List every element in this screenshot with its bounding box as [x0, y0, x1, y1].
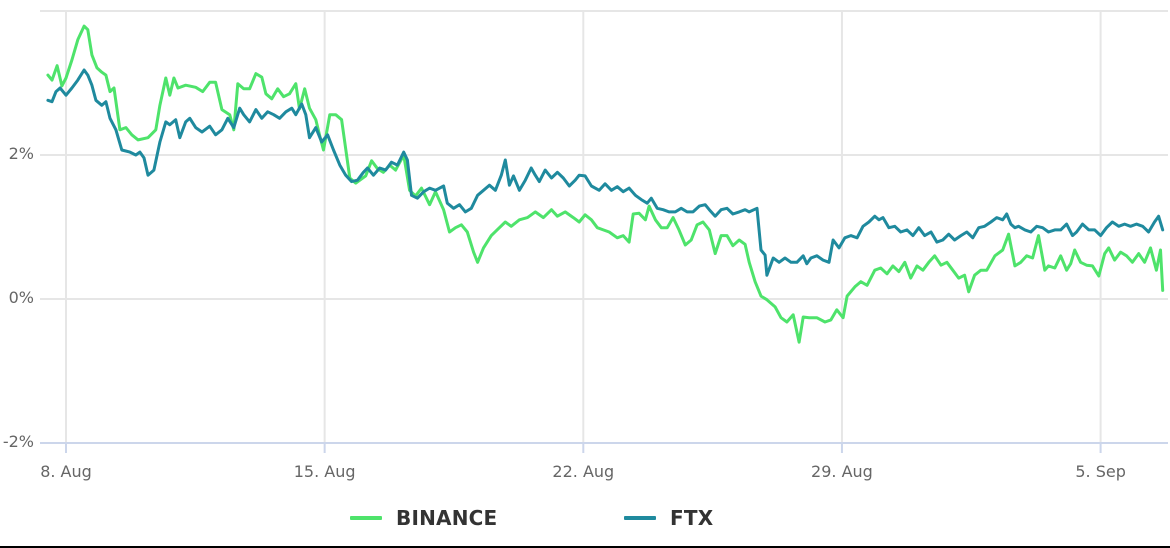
x-tick-label: 5. Sep	[1075, 462, 1126, 481]
x-tick-label: 29. Aug	[811, 462, 873, 481]
series-lines	[46, 24, 1165, 344]
x-tick-label: 22. Aug	[552, 462, 615, 481]
series-line-ftx[interactable]	[46, 68, 1165, 277]
ftx-swatch-icon	[624, 516, 656, 520]
legend-item-binance[interactable]: BINANCE	[350, 506, 497, 530]
legend-label: BINANCE	[396, 506, 498, 530]
binance-swatch-icon	[350, 516, 382, 520]
legend-label: FTX	[670, 506, 714, 530]
x-axis	[40, 442, 1168, 453]
series-line-binance[interactable]	[46, 24, 1165, 344]
y-tick-label: 0%	[8, 288, 34, 307]
horizontal-gridlines	[40, 10, 1168, 300]
legend-item-ftx[interactable]: FTX	[624, 506, 713, 530]
x-tick-label: 8. Aug	[40, 462, 92, 481]
vertical-gridlines	[65, 11, 1102, 443]
x-tick-label: 15. Aug	[293, 462, 356, 481]
bottom-divider	[0, 546, 1170, 548]
y-tick-label: -2%	[2, 432, 34, 451]
y-tick-label: 2%	[8, 144, 34, 163]
